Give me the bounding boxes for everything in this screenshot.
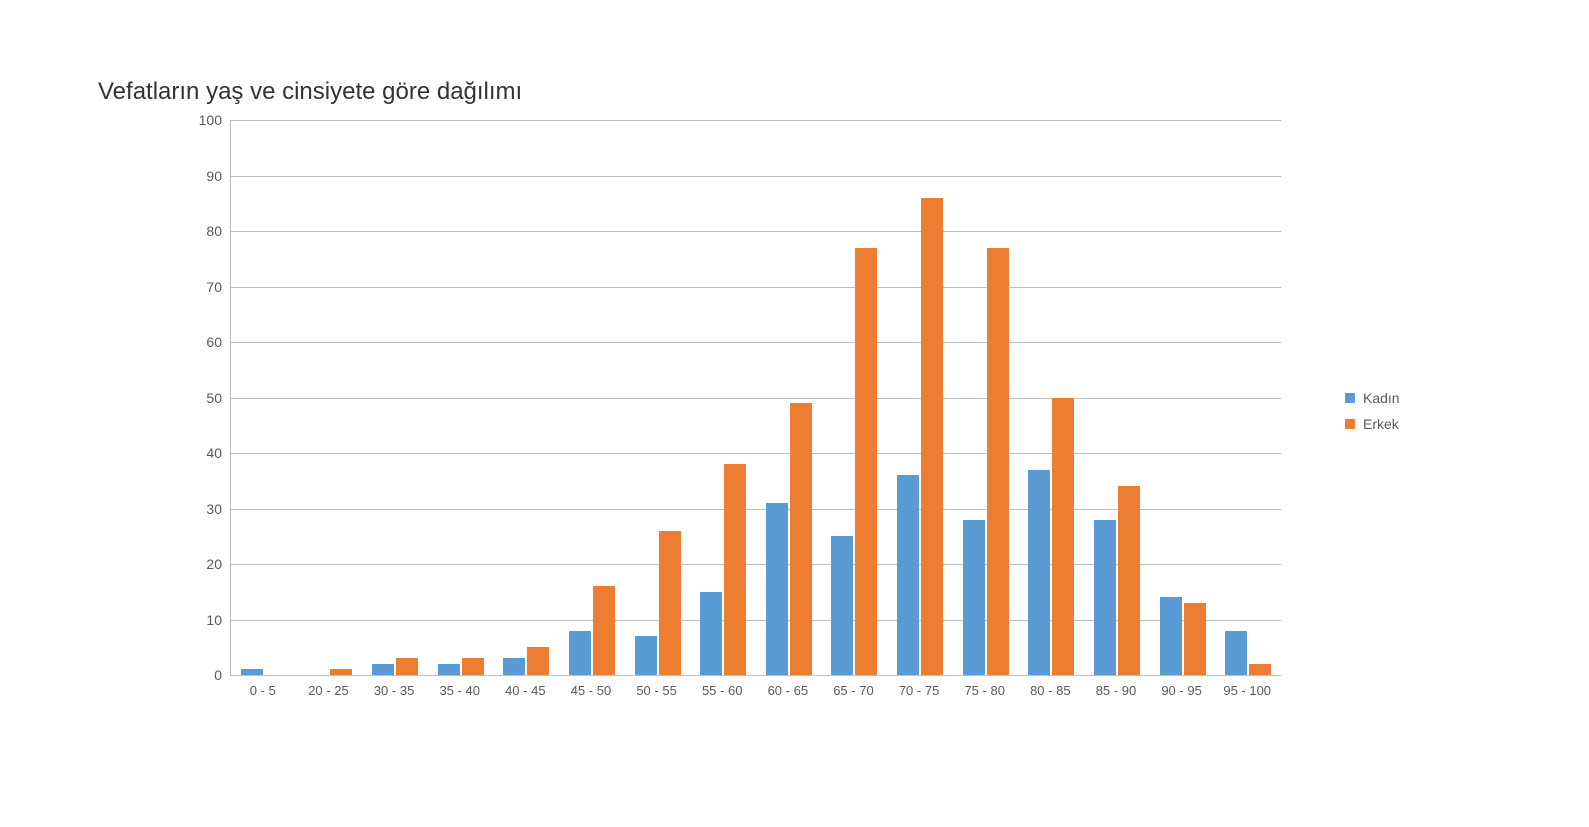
x-tick-label: 70 - 75 <box>899 683 939 698</box>
bar-kadin <box>1028 470 1050 675</box>
bar-erkek <box>1052 398 1074 676</box>
bar-kadin <box>241 669 263 675</box>
x-tick-label: 65 - 70 <box>833 683 873 698</box>
bar-erkek <box>462 658 484 675</box>
gridline <box>231 453 1281 454</box>
bar-kadin <box>503 658 525 675</box>
bar-erkek <box>1249 664 1271 675</box>
legend-item-kadin: Kadın <box>1345 390 1400 406</box>
gridline <box>231 342 1281 343</box>
bar-kadin <box>1094 520 1116 675</box>
gridline <box>231 231 1281 232</box>
bar-kadin <box>635 636 657 675</box>
bar-erkek <box>724 464 746 675</box>
bar-kadin <box>569 631 591 675</box>
bar-kadin <box>372 664 394 675</box>
bar-erkek <box>790 403 812 675</box>
bar-erkek <box>330 669 352 675</box>
bar-kadin <box>963 520 985 675</box>
x-tick-label: 90 - 95 <box>1161 683 1201 698</box>
chart-title: Vefatların yaş ve cinsiyete göre dağılım… <box>98 78 522 106</box>
bar-kadin <box>766 503 788 675</box>
bar-erkek <box>593 586 615 675</box>
bar-kadin <box>1225 631 1247 675</box>
x-tick-label: 95 - 100 <box>1223 683 1271 698</box>
legend-swatch-erkek <box>1345 419 1355 429</box>
y-tick-label: 70 <box>142 279 222 295</box>
bar-erkek <box>659 531 681 675</box>
y-tick-label: 30 <box>142 501 222 517</box>
y-tick-label: 50 <box>142 390 222 406</box>
bar-kadin <box>438 664 460 675</box>
bar-kadin <box>831 536 853 675</box>
x-tick-label: 20 - 25 <box>308 683 348 698</box>
y-tick-label: 80 <box>142 223 222 239</box>
gridline <box>231 398 1281 399</box>
y-tick-label: 0 <box>142 667 222 683</box>
y-tick-label: 60 <box>142 334 222 350</box>
bar-kadin <box>1160 597 1182 675</box>
gridline <box>231 176 1281 177</box>
y-tick-label: 100 <box>142 112 222 128</box>
x-tick-label: 0 - 5 <box>250 683 276 698</box>
legend-label-erkek: Erkek <box>1363 416 1399 432</box>
x-tick-label: 45 - 50 <box>571 683 611 698</box>
y-tick-label: 90 <box>142 168 222 184</box>
y-tick-label: 20 <box>142 556 222 572</box>
x-tick-label: 40 - 45 <box>505 683 545 698</box>
gridline <box>231 287 1281 288</box>
y-tick-label: 40 <box>142 445 222 461</box>
bar-erkek <box>855 248 877 675</box>
bar-erkek <box>987 248 1009 675</box>
plot-area <box>230 120 1281 676</box>
legend-item-erkek: Erkek <box>1345 416 1400 432</box>
x-tick-label: 55 - 60 <box>702 683 742 698</box>
x-tick-label: 35 - 40 <box>439 683 479 698</box>
bar-erkek <box>527 647 549 675</box>
gridline <box>231 120 1281 121</box>
legend-swatch-kadin <box>1345 393 1355 403</box>
legend-label-kadin: Kadın <box>1363 390 1400 406</box>
bar-kadin <box>897 475 919 675</box>
bar-erkek <box>1118 486 1140 675</box>
x-tick-label: 80 - 85 <box>1030 683 1070 698</box>
x-tick-label: 60 - 65 <box>768 683 808 698</box>
legend: Kadın Erkek <box>1345 390 1400 442</box>
chart-container: 0102030405060708090100 0 - 520 - 2530 - … <box>170 115 1320 715</box>
x-tick-label: 85 - 90 <box>1096 683 1136 698</box>
bar-erkek <box>1184 603 1206 675</box>
x-tick-label: 75 - 80 <box>964 683 1004 698</box>
bar-erkek <box>921 198 943 675</box>
y-tick-label: 10 <box>142 612 222 628</box>
page: Vefatların yaş ve cinsiyete göre dağılım… <box>0 0 1589 827</box>
x-tick-label: 30 - 35 <box>374 683 414 698</box>
bar-kadin <box>700 592 722 675</box>
bar-erkek <box>396 658 418 675</box>
x-tick-label: 50 - 55 <box>636 683 676 698</box>
